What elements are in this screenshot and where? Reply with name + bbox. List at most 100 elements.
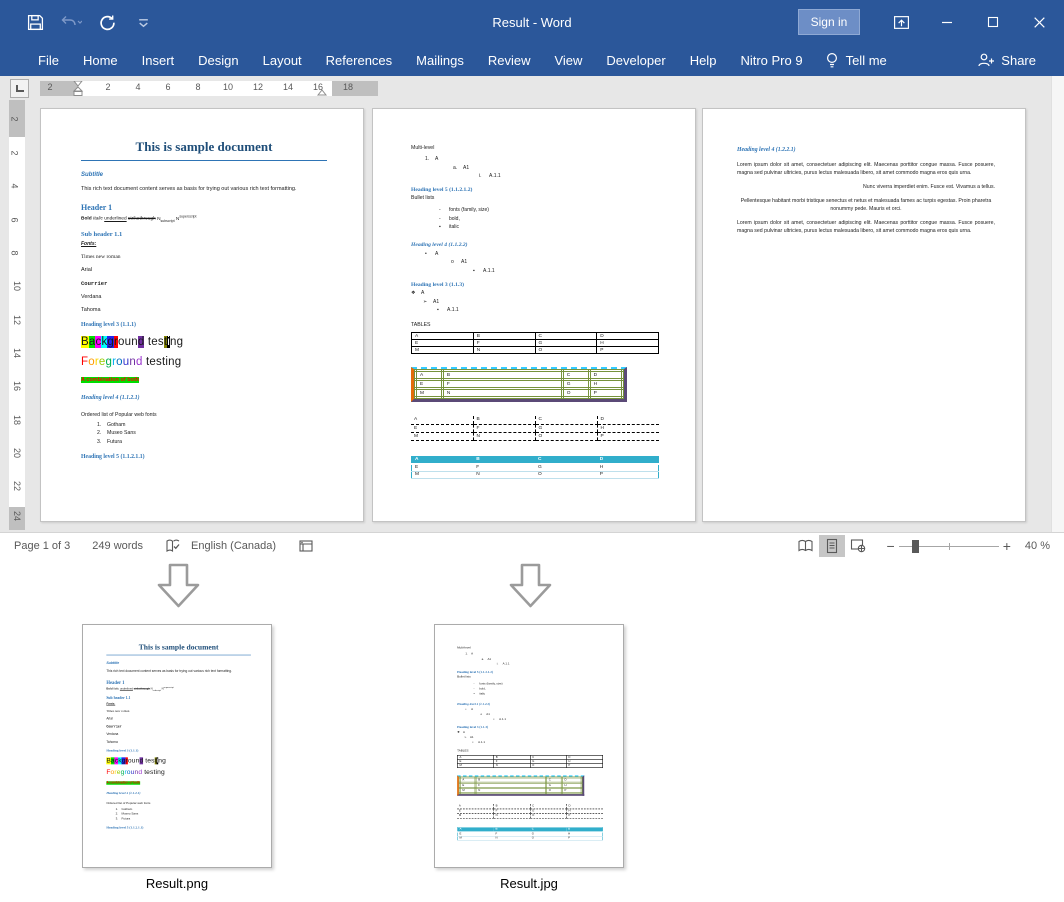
undo-icon[interactable]: [60, 11, 82, 33]
table-cell: N: [493, 813, 531, 819]
horizontal-ruler[interactable]: 2 2 4 6 8 10 12 14 16 18: [40, 81, 378, 96]
list-text: Museo Sans: [107, 430, 136, 437]
share-label: Share: [1001, 52, 1036, 68]
list-item: 1. A: [425, 156, 659, 162]
tab-review[interactable]: Review: [487, 52, 531, 68]
colored-letter: t: [154, 757, 157, 765]
table-cell: O: [534, 432, 597, 441]
table-cell: C: [535, 456, 597, 465]
list-item: i. A.1.1: [497, 662, 603, 665]
minimize-icon[interactable]: [932, 7, 962, 37]
list-item: • A: [465, 707, 603, 710]
proofing-icon[interactable]: [165, 538, 181, 554]
list-text: A.1.1: [489, 173, 501, 179]
table-cell: P: [566, 836, 603, 841]
macro-record-icon[interactable]: [298, 539, 314, 553]
right-indent-icon[interactable]: [316, 87, 328, 96]
document-page-3[interactable]: Heading level 4 (1.2.2.1) Lorem ipsum do…: [702, 108, 1026, 522]
table-cell: N: [474, 787, 547, 795]
colored-letter: d: [135, 355, 143, 368]
web-layout-icon[interactable]: [845, 535, 871, 557]
zoom-slider-thumb[interactable]: [911, 539, 919, 553]
doc-heading5: Heading level 5 (1.1.2.1.1): [106, 825, 144, 830]
language-indicator[interactable]: English (Canada): [191, 539, 277, 552]
zoom-out-button[interactable]: −: [886, 537, 895, 554]
table-cell: M: [411, 471, 474, 479]
list-item: 3. Futura: [116, 817, 251, 820]
print-layout-icon[interactable]: [818, 534, 845, 557]
colored-letter: e: [149, 355, 156, 368]
colored-letter: t: [161, 355, 166, 368]
table-cell: N: [472, 432, 535, 441]
tab-developer[interactable]: Developer: [606, 52, 666, 68]
read-mode-icon[interactable]: [793, 535, 819, 557]
zoom-level[interactable]: 40 %: [1024, 539, 1050, 552]
list-item: ❖ A: [411, 290, 659, 296]
multilevel-label: Multi-level: [411, 145, 435, 151]
save-icon[interactable]: [24, 11, 46, 33]
maximize-icon[interactable]: [978, 7, 1008, 37]
tab-file[interactable]: File: [38, 52, 59, 68]
tab-references[interactable]: References: [325, 52, 393, 68]
list-marker: ➢: [423, 298, 428, 305]
table-cell: H: [566, 808, 603, 814]
tab-selector[interactable]: [10, 79, 29, 98]
tab-layout[interactable]: Layout: [262, 52, 302, 68]
zoom-in-button[interactable]: +: [1002, 537, 1011, 554]
tab-view[interactable]: View: [554, 52, 583, 68]
colored-letter: t: [145, 757, 148, 765]
table-cell: A: [411, 456, 474, 465]
table-cell: B: [472, 416, 535, 425]
tell-me-box[interactable]: Tell me: [825, 52, 887, 69]
document-page-1[interactable]: This is sample document Subtitle This ri…: [40, 108, 364, 522]
result-png-thumbnail[interactable]: This is sample document Subtitle This ri…: [82, 624, 272, 868]
colored-letter: B: [81, 335, 89, 348]
tab-nitro-pro-9[interactable]: Nitro Pro 9: [740, 52, 803, 68]
ribbon-display-options-icon[interactable]: [886, 7, 916, 37]
list-marker: •: [465, 707, 467, 711]
list-item: 3. Futura: [97, 439, 327, 445]
vertical-scrollbar[interactable]: [1051, 76, 1064, 532]
list-item: ➢ A1: [423, 299, 659, 305]
status-bar: Page 1 of 3 249 words English (Canada) −…: [0, 532, 1064, 558]
doc-subheader: Sub header 1.1: [81, 230, 123, 238]
vertical-ruler[interactable]: 2 2 4 6 8 10 12 14 16 18 20 22 24: [9, 100, 25, 530]
redo-icon[interactable]: [96, 11, 118, 33]
p2-heading5: Heading level 5 (1.1.2.1.2): [411, 187, 473, 193]
colored-letter: t: [147, 335, 152, 348]
close-icon[interactable]: [1024, 7, 1054, 37]
combination-line: A combination of both: [81, 376, 140, 383]
table-cell: P: [587, 387, 624, 399]
tab-help[interactable]: Help: [689, 52, 717, 68]
font-sample: Tahoma: [81, 306, 101, 313]
list-text: Gotham: [107, 421, 126, 428]
tab-home[interactable]: Home: [82, 52, 118, 68]
list-marker: a.: [481, 657, 485, 661]
tab-mailings[interactable]: Mailings: [416, 52, 464, 68]
table-cell: H: [596, 339, 659, 347]
zoom-slider[interactable]: [898, 535, 999, 557]
list-item: o A1: [480, 712, 602, 715]
result-png-label: Result.png: [145, 876, 209, 891]
document-page-1[interactable]: This is sample document Subtitle This ri…: [83, 625, 271, 867]
colored-letter: g: [174, 355, 182, 368]
tab-design[interactable]: Design: [198, 52, 239, 68]
h-ruler-number: 14: [282, 82, 294, 92]
doc-heading3: Heading level 3 (1.1.1): [81, 321, 136, 328]
page-indicator[interactable]: Page 1 of 3: [14, 539, 71, 552]
p3-paragraph-2: Nunc viverra imperdiet enim. Fusce est. …: [863, 184, 995, 191]
customize-quick-access-icon[interactable]: [132, 11, 154, 33]
word-count[interactable]: 249 words: [92, 539, 144, 552]
share-button[interactable]: Share: [977, 52, 1036, 68]
indent-markers-icon[interactable]: [72, 81, 84, 96]
sign-in-button[interactable]: Sign in: [798, 9, 860, 35]
tab-insert[interactable]: Insert: [141, 52, 175, 68]
